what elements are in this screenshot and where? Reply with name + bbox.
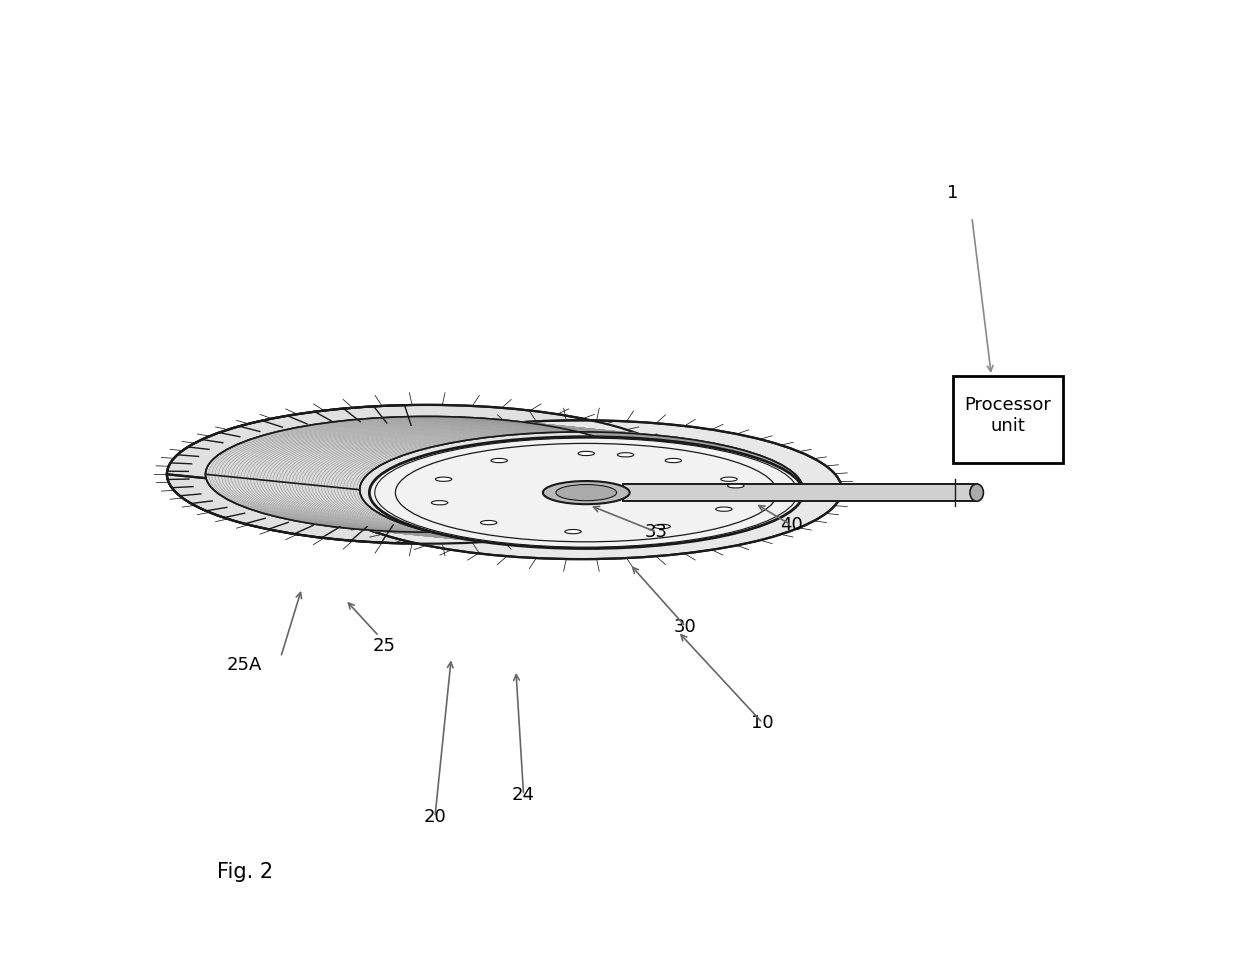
Ellipse shape (491, 459, 507, 463)
Bar (624, 484, 977, 501)
Ellipse shape (206, 416, 649, 532)
Ellipse shape (720, 477, 737, 481)
Text: 40: 40 (780, 517, 804, 534)
Ellipse shape (432, 500, 448, 505)
Ellipse shape (435, 477, 451, 481)
Text: 33: 33 (645, 523, 668, 541)
Text: 24: 24 (512, 787, 536, 804)
Ellipse shape (728, 484, 744, 488)
Ellipse shape (618, 453, 634, 457)
Ellipse shape (167, 405, 687, 544)
Ellipse shape (565, 529, 582, 534)
Text: 25: 25 (372, 636, 396, 655)
Ellipse shape (665, 459, 682, 463)
Ellipse shape (715, 507, 732, 511)
Ellipse shape (970, 484, 983, 501)
Ellipse shape (370, 437, 804, 549)
Ellipse shape (321, 420, 842, 559)
Ellipse shape (556, 485, 616, 500)
Text: Processor
unit: Processor unit (965, 396, 1052, 435)
Ellipse shape (578, 451, 594, 456)
Text: 10: 10 (751, 714, 774, 732)
Text: 25A: 25A (227, 656, 262, 674)
Text: 1: 1 (947, 183, 959, 201)
Ellipse shape (360, 432, 804, 548)
Text: 30: 30 (675, 618, 697, 635)
Ellipse shape (543, 481, 630, 504)
Text: 20: 20 (424, 809, 446, 826)
Ellipse shape (480, 521, 497, 524)
Ellipse shape (653, 524, 671, 528)
FancyBboxPatch shape (952, 376, 1064, 463)
Text: Fig. 2: Fig. 2 (217, 863, 273, 882)
